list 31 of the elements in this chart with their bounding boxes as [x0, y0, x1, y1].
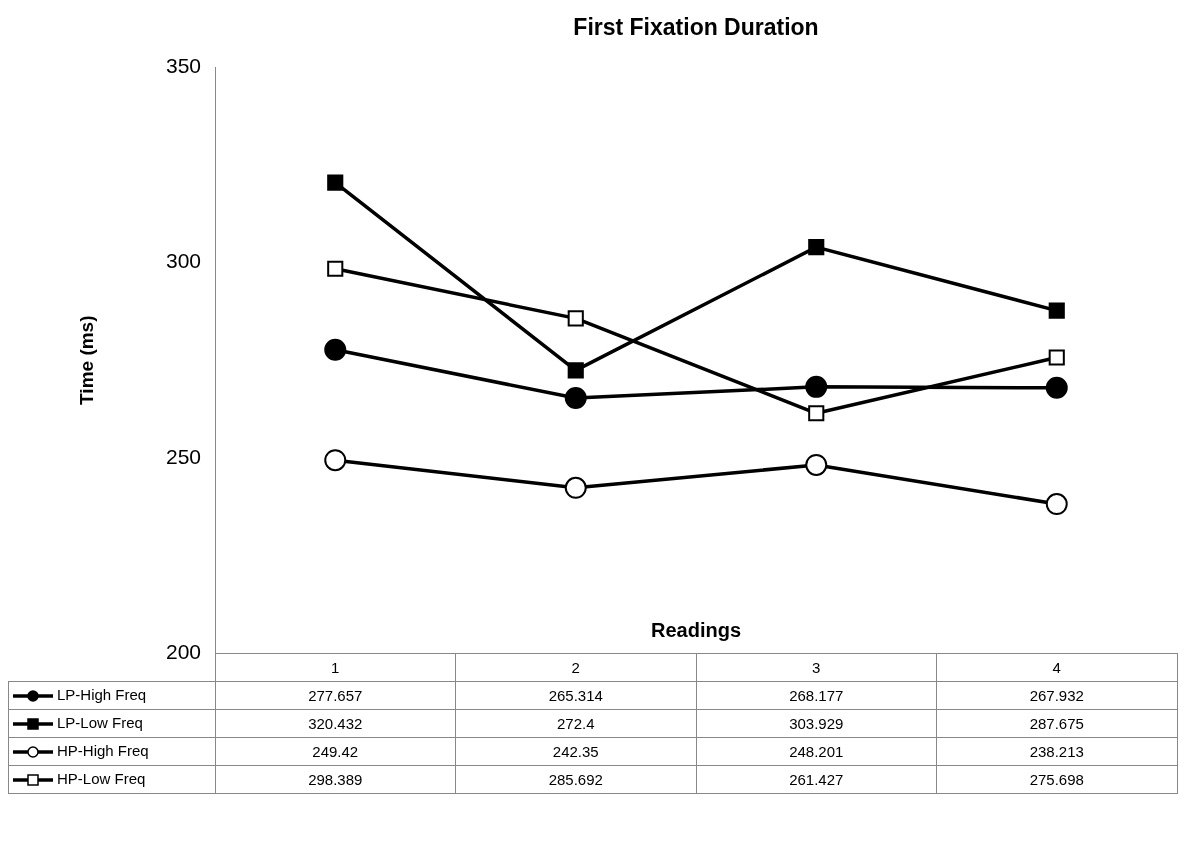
y-axis-title: Time (ms) — [76, 315, 98, 405]
data-label: 303.929 — [696, 709, 937, 738]
data-label: 268.177 — [696, 681, 937, 710]
x-tick-label: 4 — [936, 653, 1177, 682]
legend-label: LP-Low Freq — [57, 714, 143, 732]
x-tick-label: 1 — [215, 653, 456, 682]
data-label: 298.389 — [215, 765, 456, 794]
data-label: 265.314 — [455, 681, 696, 710]
y-tick-label: 300 — [165, 249, 201, 273]
legend-label: HP-Low Freq — [57, 770, 146, 788]
data-label: 261.427 — [696, 765, 937, 794]
y-tick-label: 250 — [165, 444, 201, 468]
data-label: 249.42 — [215, 737, 456, 766]
legend-label: HP-High Freq — [57, 742, 149, 760]
x-tick-label: 3 — [696, 653, 937, 682]
data-label: 248.201 — [696, 737, 937, 766]
data-label: 272.4 — [455, 709, 696, 738]
data-label: 320.432 — [215, 709, 456, 738]
data-label: 285.692 — [455, 765, 696, 794]
data-label: 277.657 — [215, 681, 456, 710]
data-label: 267.932 — [936, 681, 1177, 710]
legend-label: LP-High Freq — [57, 686, 147, 704]
data-label: 275.698 — [936, 765, 1177, 794]
x-tick-label: 2 — [455, 653, 696, 682]
data-label: 238.213 — [936, 737, 1177, 766]
data-label: 287.675 — [936, 709, 1177, 738]
y-tick-label: 200 — [165, 640, 201, 664]
data-label: 242.35 — [455, 737, 696, 766]
chart-title: First Fixation Duration — [572, 14, 820, 41]
y-tick-label: 350 — [165, 53, 201, 77]
x-axis-title: Readings — [650, 618, 742, 641]
